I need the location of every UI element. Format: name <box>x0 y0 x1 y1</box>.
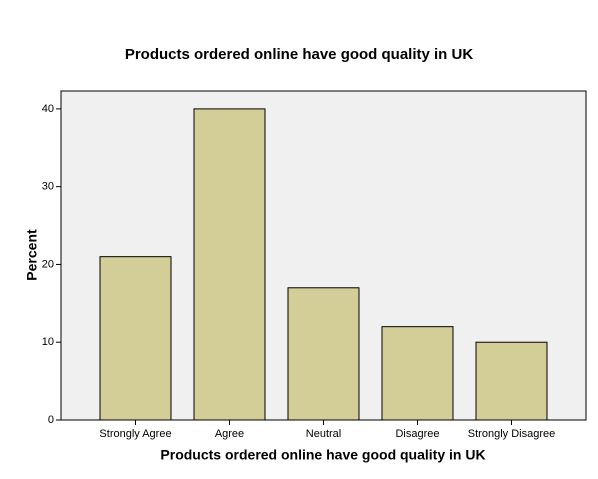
x-tick-label: Disagree <box>395 428 439 440</box>
bar <box>475 341 548 421</box>
y-tick-label: 30 <box>42 181 54 193</box>
x-tick-label: Neutral <box>306 428 341 440</box>
bar <box>193 108 266 421</box>
bar <box>99 256 172 421</box>
y-axis-label: Percent <box>24 229 40 281</box>
x-tick-label: Strongly Disagree <box>468 428 555 440</box>
y-tick-label: 0 <box>48 414 54 426</box>
y-tick-label: 10 <box>42 336 54 348</box>
x-tick-label: Agree <box>215 428 244 440</box>
y-tick-label: 20 <box>42 258 54 270</box>
chart-title: Products ordered online have good qualit… <box>125 46 474 63</box>
x-axis-label: Products ordered online have good qualit… <box>160 447 485 463</box>
x-tick-label: Strongly Agree <box>99 428 171 440</box>
bar <box>287 287 360 421</box>
y-tick-label: 40 <box>42 103 54 115</box>
bar <box>381 326 454 421</box>
